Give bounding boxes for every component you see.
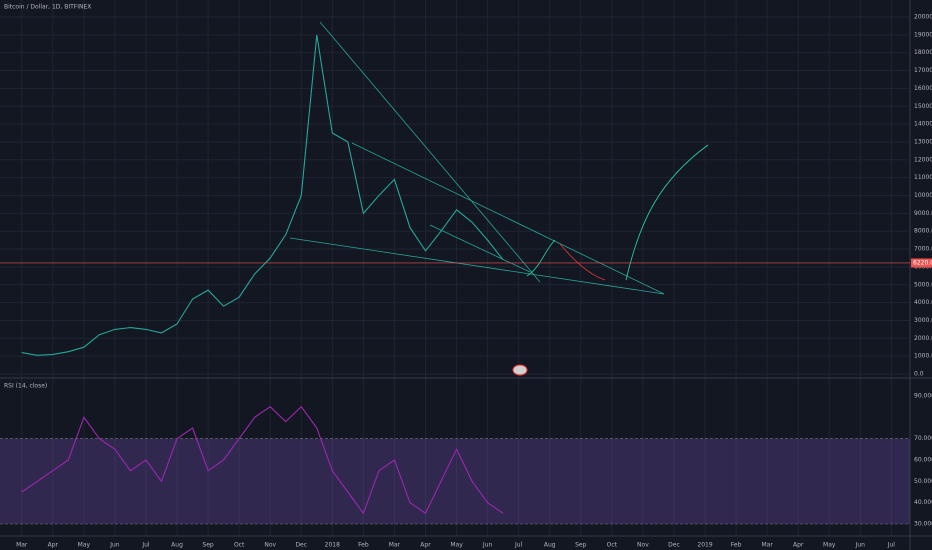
- y-tick-label: 30.0000: [914, 521, 932, 528]
- y-tick-label: 14000.0: [914, 121, 932, 128]
- x-tick-label: Nov: [264, 542, 276, 549]
- last-price-label: 6220.0: [913, 259, 932, 266]
- y-tick-label: 11000.0: [914, 174, 932, 181]
- y-tick-label: 12000.0: [914, 156, 932, 163]
- series-line: [21, 34, 504, 356]
- x-tick-label: Apr: [420, 542, 431, 549]
- drawings: [289, 21, 709, 295]
- x-tick-label: Jun: [855, 542, 866, 549]
- y-tick-label: 4000.0: [914, 299, 932, 306]
- y-tick-label: 3000.0: [914, 317, 932, 324]
- trend-line: [351, 142, 665, 295]
- x-tick-label: Mar: [389, 542, 401, 549]
- y-tick-label: 40.0000: [914, 499, 932, 506]
- x-tick-label: Mar: [16, 542, 28, 549]
- y-tick-label: 2000.0: [914, 335, 932, 342]
- x-tick-label: Oct: [607, 542, 618, 549]
- x-tick-label: Sep: [575, 542, 587, 549]
- y-tick-label: 20000.0: [914, 14, 932, 21]
- y-tick-label: 10000.0: [914, 192, 932, 199]
- y-tick-label: 17000.0: [914, 67, 932, 74]
- y-tick-label: 9000.0: [914, 210, 932, 217]
- x-tick-label: Feb: [731, 542, 742, 549]
- x-tick-label: May: [823, 542, 836, 549]
- x-tick-label: Nov: [637, 542, 649, 549]
- trend-line: [319, 21, 541, 283]
- x-tick-label: Jul: [514, 542, 523, 549]
- x-tick-label: Feb: [358, 542, 369, 549]
- x-tick-label: Aug: [544, 542, 556, 549]
- series-line: [21, 405, 504, 515]
- x-tick-label: Apr: [793, 542, 804, 549]
- x-tick-label: Jun: [482, 542, 493, 549]
- y-tick-label: 50.0000: [914, 478, 932, 485]
- y-tick-label: 15000.0: [914, 103, 932, 110]
- x-tick-label: Aug: [171, 542, 183, 549]
- y-tick-label: 16000.0: [914, 85, 932, 92]
- rsi-title: RSI (14, close): [4, 383, 47, 390]
- y-tick-label: 8000.0: [914, 228, 932, 235]
- projection: [559, 243, 606, 281]
- y-tick-label: 70.0000: [914, 435, 932, 442]
- x-tick-label: Jul: [141, 542, 150, 549]
- x-tick-label: May: [450, 542, 463, 549]
- y-tick-label: 0.0: [914, 371, 924, 378]
- x-tick-label: Jul: [887, 542, 896, 549]
- last-price-tag: [911, 258, 932, 268]
- x-tick-label: Mar: [761, 542, 773, 549]
- logo: [512, 364, 528, 376]
- y-tick-label: 18000.0: [914, 49, 932, 56]
- x-tick-label: 2019: [697, 542, 712, 549]
- x-tick-label: Oct: [234, 542, 245, 549]
- y-tick-label: 19000.0: [914, 31, 932, 38]
- trend-line: [429, 224, 531, 273]
- x-tick-label: Jun: [109, 542, 120, 549]
- x-tick-label: Dec: [668, 542, 680, 549]
- projection: [526, 239, 556, 277]
- grid: [0, 0, 910, 536]
- chart-title: Bitcoin / Dollar, 1D, BITFINEX: [4, 4, 91, 11]
- y-tick-label: 7000.0: [914, 246, 932, 253]
- x-tick-label: 2018: [325, 542, 340, 549]
- projection: [625, 144, 709, 281]
- x-tick-label: Apr: [48, 542, 59, 549]
- x-tick-label: May: [78, 542, 91, 549]
- y-tick-label: 60.0000: [914, 457, 932, 464]
- trend-line: [289, 237, 665, 295]
- y-tick-label: 13000.0: [914, 138, 932, 145]
- x-tick-label: Sep: [202, 542, 214, 549]
- y-tick-label: 1000.0: [914, 353, 932, 360]
- y-tick-label: 5000.0: [914, 281, 932, 288]
- x-tick-label: Dec: [295, 542, 307, 549]
- y-tick-label: 90.0000: [914, 393, 932, 400]
